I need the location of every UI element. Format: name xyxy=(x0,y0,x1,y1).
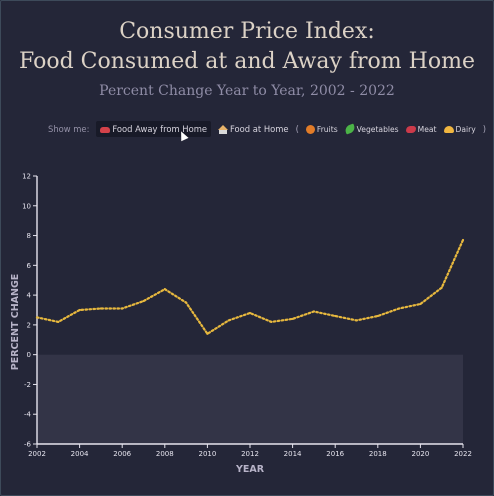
data-point xyxy=(355,319,358,322)
data-point xyxy=(398,307,401,310)
option-food-at-home[interactable]: Food at Home xyxy=(218,124,289,134)
option-label: Food Away from Home xyxy=(112,124,208,134)
chart-title-line1: Consumer Price Index: xyxy=(119,19,375,44)
chart-title-line2: Food Consumed at and Away from Home xyxy=(19,49,475,74)
close-paren: ) xyxy=(482,124,487,134)
y-tick-label: -4 xyxy=(24,411,32,419)
meat-icon xyxy=(405,125,416,133)
data-point xyxy=(227,319,230,322)
y-tick-label: 0 xyxy=(27,351,31,359)
house-icon xyxy=(218,124,229,134)
x-tick-label: 2008 xyxy=(156,450,174,458)
y-tick-label: 8 xyxy=(27,232,31,240)
x-tick-label: 2018 xyxy=(369,450,387,458)
data-point xyxy=(312,310,315,313)
option-label: Fruits xyxy=(316,124,338,134)
data-point xyxy=(248,311,252,315)
y-tick-label: -2 xyxy=(24,381,31,389)
x-tick-label: 2006 xyxy=(113,450,131,458)
category-selector: Show me: Food Away from Home Food at Hom… xyxy=(48,119,486,139)
option-label: Meat xyxy=(417,124,437,134)
y-tick-label: 10 xyxy=(22,202,31,210)
data-point xyxy=(99,307,102,310)
option-vegetables[interactable]: Vegetables xyxy=(343,123,399,135)
x-tick-label: 2012 xyxy=(241,450,259,458)
data-point xyxy=(57,320,60,324)
data-point xyxy=(185,301,188,304)
option-label: Vegetables xyxy=(356,124,399,134)
data-point xyxy=(35,316,39,319)
data-point xyxy=(206,332,209,335)
data-point xyxy=(376,314,379,318)
data-point xyxy=(78,308,81,312)
x-axis-title: YEAR xyxy=(235,464,265,475)
option-label: Dairy xyxy=(455,124,476,134)
dairy-icon xyxy=(443,125,454,133)
negative-region-shade xyxy=(37,354,463,444)
x-tick-label: 2022 xyxy=(454,450,472,458)
x-tick-label: 2004 xyxy=(71,450,89,458)
x-tick-label: 2020 xyxy=(411,450,429,458)
data-point xyxy=(419,302,422,306)
data-point xyxy=(142,299,145,303)
option-label: Food at Home xyxy=(230,124,289,134)
x-tick-label: 2016 xyxy=(326,450,344,458)
y-axis-title: PERCENT CHANGE xyxy=(10,274,21,370)
data-point xyxy=(121,307,124,310)
data-point xyxy=(440,286,443,289)
series-line xyxy=(35,238,465,336)
data-point xyxy=(334,314,337,318)
show-me-label: Show me: xyxy=(48,124,90,134)
x-tick-label: 2010 xyxy=(198,450,216,458)
y-tick-label: -6 xyxy=(24,441,32,449)
x-tick-label: 2014 xyxy=(284,450,302,458)
data-point xyxy=(270,320,273,324)
open-paren: ( xyxy=(295,124,299,134)
option-meat[interactable]: Meat xyxy=(405,124,437,134)
data-point xyxy=(461,238,465,242)
fruit-icon xyxy=(305,124,315,134)
y-tick-label: 12 xyxy=(22,173,31,181)
option-fruits[interactable]: Fruits xyxy=(305,124,338,134)
y-tick-label: 6 xyxy=(27,262,32,270)
y-tick-label: 2 xyxy=(27,321,31,329)
data-point xyxy=(291,317,294,321)
x-tick-label: 2002 xyxy=(28,450,46,458)
option-dairy[interactable]: Dairy xyxy=(443,124,476,134)
y-tick-label: 4 xyxy=(27,292,32,300)
data-point xyxy=(163,288,166,291)
option-food-away-from-home[interactable]: Food Away from Home xyxy=(96,121,212,137)
car-icon xyxy=(100,127,111,133)
chart-subtitle: Percent Change Year to Year, 2002 - 2022 xyxy=(99,83,395,99)
